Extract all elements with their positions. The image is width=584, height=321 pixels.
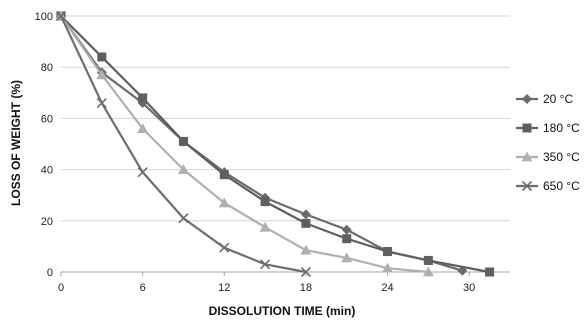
x-tick-label: 18 xyxy=(300,282,312,294)
data-point xyxy=(178,136,188,146)
x-tick-label: 30 xyxy=(463,282,475,294)
y-tick-label: 100 xyxy=(35,11,53,23)
data-point xyxy=(300,244,312,255)
legend-label: 650 °C xyxy=(543,179,580,193)
data-point xyxy=(260,259,271,270)
data-point xyxy=(341,252,353,263)
data-point xyxy=(300,209,311,220)
legend-marker xyxy=(522,123,532,133)
legend-marker xyxy=(521,180,533,192)
y-tick-label: 20 xyxy=(41,216,53,228)
data-point xyxy=(259,221,271,232)
data-point xyxy=(219,170,229,180)
legend-label: 180 °C xyxy=(543,121,580,135)
x-tick-label: 12 xyxy=(218,282,230,294)
y-tick-label: 80 xyxy=(41,62,53,74)
data-point xyxy=(260,197,270,207)
legend-item: 650 °C xyxy=(516,179,580,193)
plot-area xyxy=(55,10,495,278)
data-point xyxy=(485,267,495,277)
grid-lines xyxy=(61,15,510,273)
y-axis-title: LOSS OF WEIGHT (%) xyxy=(9,80,23,206)
data-point xyxy=(96,97,107,109)
legend-item: 350 °C xyxy=(516,150,580,164)
data-point xyxy=(177,164,189,174)
data-point xyxy=(383,247,393,257)
data-point xyxy=(300,266,311,278)
data-point xyxy=(97,52,107,62)
series-diamond xyxy=(56,11,468,276)
series-line xyxy=(60,15,463,272)
data-point xyxy=(341,224,352,235)
x-axis-title: DISSOLUTION TIME (min) xyxy=(209,304,356,318)
data-point xyxy=(137,123,149,134)
legend-marker xyxy=(522,94,532,104)
legend-label: 350 °C xyxy=(543,150,580,164)
series-square xyxy=(56,11,495,277)
data-point xyxy=(423,255,433,265)
data-point xyxy=(178,213,189,224)
x-tick-label: 0 xyxy=(58,282,64,294)
y-tick-label: 0 xyxy=(47,267,53,279)
legend-item: 180 °C xyxy=(516,121,580,135)
series-x xyxy=(55,10,311,278)
data-point xyxy=(137,167,148,178)
data-point xyxy=(138,93,148,103)
series-triangle xyxy=(55,10,434,277)
axes: 0 20 40 60 80 100 0 6 12 18 24 30 xyxy=(35,11,510,294)
data-point xyxy=(342,234,352,244)
series-line xyxy=(60,15,429,274)
y-tick-label: 60 xyxy=(41,113,53,125)
data-point xyxy=(219,242,230,253)
data-point xyxy=(55,10,67,22)
data-point xyxy=(301,218,311,228)
data-point xyxy=(218,197,230,208)
y-tick-label: 40 xyxy=(41,165,53,177)
data-point xyxy=(422,266,434,277)
data-point xyxy=(96,69,108,80)
legend-label: 20 °C xyxy=(543,92,573,106)
legend-marker xyxy=(521,151,533,162)
x-tick-label: 24 xyxy=(381,282,393,294)
legend-item: 20 °C xyxy=(516,92,573,106)
x-tick-label: 6 xyxy=(140,282,146,294)
data-point xyxy=(382,262,394,273)
legend: 20 °C 180 °C 350 °C 650 °C xyxy=(516,92,580,193)
